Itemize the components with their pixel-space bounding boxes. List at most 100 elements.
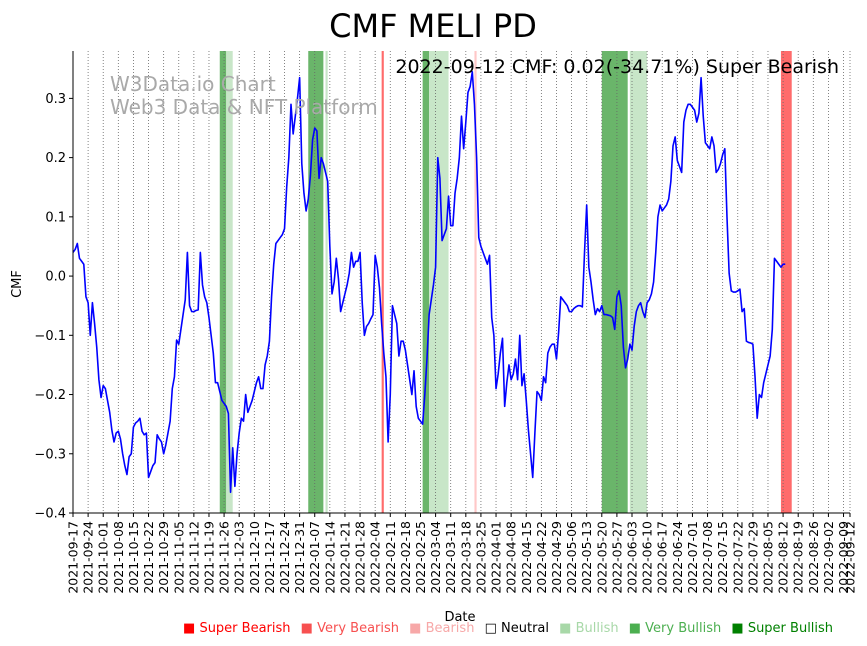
y-tick-label: 0.3 (45, 92, 66, 107)
x-tick-label: 2021-10-08 (111, 521, 126, 594)
band-very_bullish (308, 51, 324, 513)
x-tick-label: 2022-09-12 (843, 521, 858, 594)
band-bearish (474, 51, 477, 513)
x-tick-label: 2021-12-31 (292, 521, 307, 594)
x-tick-label: 2022-09-02 (821, 521, 836, 594)
x-tick-label: 2022-03-11 (443, 521, 458, 594)
x-tick-label: 2022-07-15 (715, 521, 730, 594)
x-tick-label: 2021-10-15 (126, 521, 141, 594)
x-tick-label: 2022-04-22 (534, 521, 549, 594)
legend-marker: ■ (559, 621, 572, 636)
x-tick-label: 2021-10-22 (141, 521, 156, 594)
x-tick-label: 2022-07-08 (700, 521, 715, 594)
legend-super-bearish: ■ Super Bearish (183, 621, 291, 636)
x-tick-label: 2022-05-06 (564, 521, 579, 594)
x-tick-label: 2021-09-24 (81, 521, 96, 594)
band-bullish (629, 51, 648, 513)
x-tick-label: 2022-08-19 (791, 521, 806, 594)
axes (72, 51, 850, 514)
x-tick-label: 2021-12-24 (277, 521, 292, 594)
legend-label: Bearish (425, 621, 475, 636)
x-tick-label: 2022-03-18 (458, 521, 473, 594)
latest-cmf-annotation: 2022-09-12 CMF: 0.02(-34.71%) Super Bear… (395, 56, 839, 78)
legend-label: Very Bearish (317, 621, 399, 636)
legend: ■ Super Bearish ■ Very Bearish ■ Bearish… (183, 621, 839, 636)
band-very_bullish (422, 51, 430, 513)
legend-very-bearish: ■ Very Bearish (301, 621, 399, 636)
y-tick-label: −0.4 (34, 507, 66, 522)
x-tick-label: 2022-07-22 (730, 521, 745, 594)
legend-super-bullish: ■ Super Bullish (731, 621, 833, 636)
legend-label: Super Bearish (199, 621, 291, 636)
y-tick-label: 0.0 (45, 270, 66, 285)
x-tick-label: 2022-02-25 (413, 521, 428, 594)
x-tick-label: 2022-03-25 (473, 521, 488, 594)
vertical-gridlines (72, 51, 851, 513)
band-very_bearish (381, 51, 384, 513)
x-tick-label: 2021-12-03 (232, 521, 247, 594)
watermark-line-2: Web3 Data & NFT Platform (110, 95, 378, 119)
cmf-line-layer (72, 70, 786, 494)
y-ticks: −0.4 −0.3 −0.2 −0.1 0.0 0.1 0.2 0.3 (34, 92, 73, 522)
watermark-line-1: W3Data.io Chart (110, 72, 276, 96)
x-tick-label: 2021-09-17 (66, 521, 81, 594)
x-tick-label: 2021-10-29 (156, 521, 171, 594)
x-tick-label: 2022-04-15 (519, 521, 534, 594)
legend-bullish: ■ Bullish (559, 621, 618, 636)
x-tick-label: 2022-06-10 (640, 521, 655, 594)
x-tick-label: 2022-08-05 (760, 521, 775, 594)
legend-label: Very Bullish (645, 621, 722, 636)
legend-label: Neutral (501, 621, 549, 636)
signal-bands (219, 51, 792, 513)
x-tick-label: 2022-06-24 (670, 521, 685, 594)
y-tick-label: −0.2 (34, 388, 66, 403)
x-tick-label: 2022-02-04 (368, 521, 383, 594)
chart-title: CMF MELI PD (329, 7, 537, 45)
x-tick-label: 2022-01-21 (337, 521, 352, 594)
legend-marker: ■ (409, 621, 422, 636)
x-tick-label: 2022-05-20 (594, 521, 609, 594)
y-tick-label: 0.1 (45, 210, 66, 225)
x-tick-label: 2022-04-29 (549, 521, 564, 594)
x-tick-label: 2022-01-07 (307, 521, 322, 594)
x-tick-label: 2022-08-12 (776, 521, 791, 594)
x-tick-label: 2022-04-08 (504, 521, 519, 594)
band-very_bearish (780, 51, 792, 513)
legend-marker: ■ (731, 621, 744, 636)
x-tick-label: 2021-12-10 (247, 521, 262, 594)
x-tick-label: 2022-09-09 (836, 521, 851, 594)
y-tick-label: −0.3 (34, 447, 66, 462)
x-tick-label: 2021-11-12 (186, 521, 201, 594)
x-tick-label: 2022-01-28 (353, 521, 368, 594)
x-tick-label: 2022-01-14 (322, 521, 337, 594)
x-tick-label: 2022-04-01 (489, 521, 504, 594)
x-tick-label: 2022-06-17 (655, 521, 670, 594)
band-bullish (325, 51, 328, 513)
x-tick-label: 2021-11-19 (201, 521, 216, 594)
x-tick-label: 2022-07-01 (685, 521, 700, 594)
x-tick-label: 2022-02-11 (383, 521, 398, 594)
x-tick-label: 2021-11-05 (171, 521, 186, 594)
x-tick-label: 2022-06-03 (625, 521, 640, 594)
y-axis-label: CMF (10, 270, 25, 298)
legend-marker: ■ (300, 621, 313, 636)
x-axis-label: Date (444, 610, 475, 625)
x-tick-label: 2021-10-01 (96, 521, 111, 594)
legend-label: Bullish (575, 621, 619, 636)
legend-neutral: □ Neutral (485, 621, 549, 636)
x-tick-label: 2022-05-27 (609, 521, 624, 594)
x-tick-label: 2022-03-04 (428, 521, 443, 594)
legend-bearish: ■ Bearish (409, 621, 474, 636)
band-very_bullish (219, 51, 227, 513)
band-bullish (429, 51, 449, 513)
legend-very-bullish: ■ Very Bullish (629, 621, 722, 636)
y-tick-label: 0.2 (45, 151, 66, 166)
band-bullish (226, 51, 233, 513)
legend-marker: ■ (628, 621, 642, 636)
band-very_bullish (601, 51, 628, 513)
x-tick-label: 2021-12-17 (262, 521, 277, 594)
x-ticks: 2021-09-17 2021-09-24 2021-10-01 2021-10-08… (66, 513, 858, 594)
x-tick-label: 2022-07-29 (745, 521, 760, 594)
y-tick-label: −0.1 (34, 329, 66, 344)
